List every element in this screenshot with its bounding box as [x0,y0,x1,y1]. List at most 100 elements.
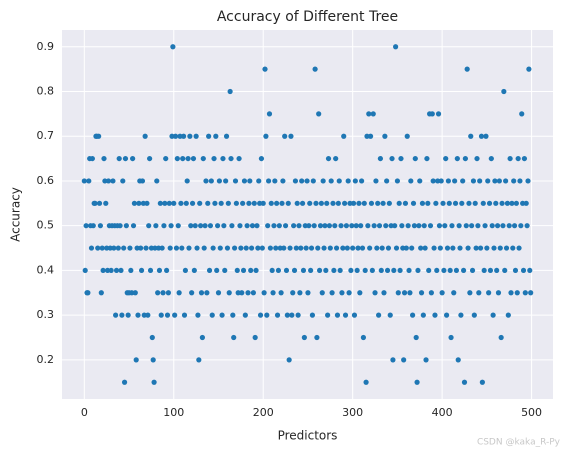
point [129,290,135,296]
point [367,133,374,139]
point [213,133,219,139]
point [173,245,180,251]
point [386,200,392,206]
point [502,267,508,274]
point [183,200,189,206]
point [284,312,290,318]
point [178,200,184,206]
point [222,267,228,274]
point [518,223,524,229]
point [302,223,308,229]
point [332,223,338,229]
point [314,334,320,341]
point [117,223,123,229]
point [215,223,221,229]
point [286,357,292,363]
point [520,200,526,206]
point [119,312,125,318]
point [275,267,282,274]
point [316,111,322,117]
point [203,178,209,184]
point [262,66,268,72]
point [127,245,133,251]
point [305,290,311,296]
point [400,245,406,251]
point [470,178,477,184]
point [238,245,244,251]
point [510,245,516,251]
point [321,245,327,251]
point [449,223,455,229]
point [350,200,357,206]
point [282,223,289,229]
point [88,245,95,251]
point [100,267,106,274]
point [282,133,288,139]
point [113,312,119,318]
x-tick-label: 200 [253,406,274,419]
point [494,267,500,274]
point [110,178,116,184]
point [313,200,319,206]
point [311,223,317,229]
point [425,200,431,206]
y-tick-label: 0.8 [37,85,55,98]
point [98,290,104,296]
point [140,200,146,206]
point [317,223,324,229]
point [159,245,165,251]
point [319,290,325,296]
point [285,200,291,206]
points [81,44,534,385]
point [225,200,231,206]
point [482,223,488,229]
point [399,223,405,229]
point [231,245,238,251]
point [498,334,504,341]
point [384,178,390,184]
point [291,267,298,274]
point [500,223,506,229]
point [243,245,249,251]
point [435,111,442,117]
chart-title: Accuracy of Different Tree [217,9,398,25]
point [169,133,175,139]
point [471,312,477,318]
point [347,200,353,206]
point [253,267,259,274]
point [122,155,129,162]
point [318,200,324,206]
point [504,200,511,206]
point [96,133,102,139]
point [473,245,479,251]
point [307,200,313,206]
point [406,267,412,274]
point [242,312,248,318]
point [527,267,533,274]
point [101,155,107,162]
point [426,267,432,274]
point [522,290,528,296]
point [355,245,361,251]
y-tick-label: 0.6 [37,174,55,187]
point [403,245,409,251]
point [198,223,204,229]
point [246,200,252,206]
point [457,245,463,251]
point [233,200,239,206]
point [401,357,407,363]
point [345,178,351,184]
point [89,155,95,162]
point [151,379,157,385]
point [291,223,297,229]
point [401,290,408,296]
point [234,267,240,274]
point [416,223,422,229]
point [334,312,341,318]
point [194,245,200,251]
point [134,245,140,251]
point [353,223,359,229]
point [494,223,501,229]
point [293,245,299,251]
